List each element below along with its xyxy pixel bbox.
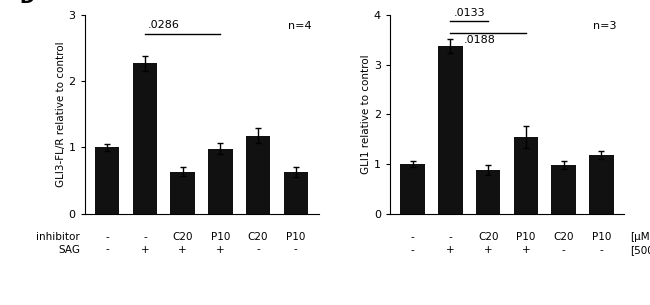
Text: -: - [411,232,415,242]
Text: n=4: n=4 [288,21,311,31]
Text: P10: P10 [286,232,306,242]
Bar [589,155,614,213]
Text: -: - [105,232,109,242]
Text: -: - [411,245,415,255]
Text: +: + [521,245,530,255]
Text: D: D [19,0,34,7]
Text: +: + [484,245,493,255]
Text: [500nM]: [500nM] [630,245,650,255]
Bar [283,172,308,214]
Bar [400,164,425,213]
Bar [476,170,501,213]
Text: C20: C20 [172,232,193,242]
Text: -: - [105,245,109,255]
Bar [514,137,538,214]
Bar [208,149,233,214]
Text: +: + [178,245,187,255]
Text: -: - [294,245,298,255]
Text: -: - [599,245,603,255]
Text: +: + [216,245,225,255]
Text: .0286: .0286 [148,20,179,30]
Text: P10: P10 [592,232,611,242]
Bar [551,165,576,213]
Text: SAG: SAG [58,245,80,255]
Text: -: - [562,245,566,255]
Bar [438,46,463,214]
Text: C20: C20 [478,232,499,242]
Text: P10: P10 [516,232,536,242]
Text: .0133: .0133 [454,8,486,18]
Text: +: + [140,245,150,255]
Text: P10: P10 [211,232,230,242]
Bar [95,147,120,214]
Text: .0188: .0188 [463,34,495,45]
Text: +: + [446,245,455,255]
Bar [170,172,195,214]
Text: -: - [256,245,260,255]
Text: [μM]: [μM] [630,232,650,242]
Text: inhibitor: inhibitor [36,232,80,242]
Bar [246,135,270,214]
Bar [133,63,157,214]
Text: -: - [448,232,452,242]
Text: C20: C20 [248,232,268,242]
Y-axis label: GLI3-FL/R relative to control: GLI3-FL/R relative to control [55,41,66,187]
Y-axis label: GLI1 relative to control: GLI1 relative to control [361,55,371,174]
Text: n=3: n=3 [593,21,617,31]
Text: -: - [143,232,147,242]
Text: C20: C20 [553,232,574,242]
